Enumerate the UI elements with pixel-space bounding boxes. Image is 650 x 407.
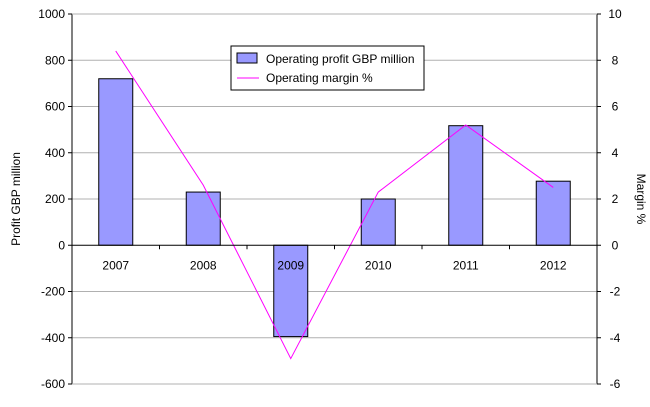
x-tick-label: 2008 <box>190 258 217 272</box>
y2-tick-label: -4 <box>610 331 621 345</box>
margin-line <box>115 50 554 360</box>
legend: Operating profit GBP million Operating m… <box>230 45 425 91</box>
y2-axis-title: Margin % <box>634 174 648 225</box>
legend-box <box>230 45 425 91</box>
bar-2008 <box>185 191 221 246</box>
y2-tick-label: -2 <box>610 285 621 299</box>
y2-tick-label: 0 <box>612 238 619 252</box>
x-tick-label: 2009 <box>277 258 304 272</box>
y-tick-label: 800 <box>45 53 65 67</box>
left-axis-ticks: 1000 800 600 400 200 0 -200 -400 -600 <box>38 7 72 391</box>
y2-tick-label: 4 <box>612 146 619 160</box>
y-tick-label: 0 <box>58 238 65 252</box>
x-tick-label: 2010 <box>365 258 392 272</box>
y-tick-label: 400 <box>45 146 65 160</box>
bar-2007 <box>98 78 134 246</box>
right-axis-ticks: 10 8 6 4 2 0 -2 -4 -6 <box>597 7 622 391</box>
x-tick-label: 2012 <box>540 258 567 272</box>
y2-tick-label: 6 <box>612 100 619 114</box>
gridlines <box>72 59 597 339</box>
line-series <box>115 50 554 360</box>
x-tick-label: 2007 <box>102 258 129 272</box>
legend-bar-swatch <box>236 52 258 64</box>
y-tick-label: -400 <box>41 331 65 345</box>
y-tick-label: 200 <box>45 192 65 206</box>
bar-series <box>98 78 571 338</box>
y2-tick-label: 8 <box>612 53 619 67</box>
legend-line-label: Operating margin % <box>266 71 373 85</box>
bar-2010 <box>360 198 396 246</box>
x-tick-label: 2011 <box>453 258 479 272</box>
y2-tick-label: -6 <box>610 377 621 391</box>
bar-2012 <box>535 180 571 246</box>
y-tick-label: 600 <box>45 100 65 114</box>
legend-bar-label: Operating profit GBP million <box>266 52 415 66</box>
y-tick-label: 1000 <box>38 7 65 21</box>
bar-2009 <box>273 244 309 338</box>
y2-tick-label: 10 <box>608 7 622 21</box>
bar-2011 <box>448 125 484 246</box>
y2-tick-label: 2 <box>612 192 619 206</box>
y-tick-label: -600 <box>41 377 65 391</box>
y-tick-label: -200 <box>41 285 65 299</box>
y-axis-title: Profit GBP million <box>9 152 23 246</box>
category-labels: 2007 2008 2009 2010 2011 2012 <box>102 258 567 272</box>
